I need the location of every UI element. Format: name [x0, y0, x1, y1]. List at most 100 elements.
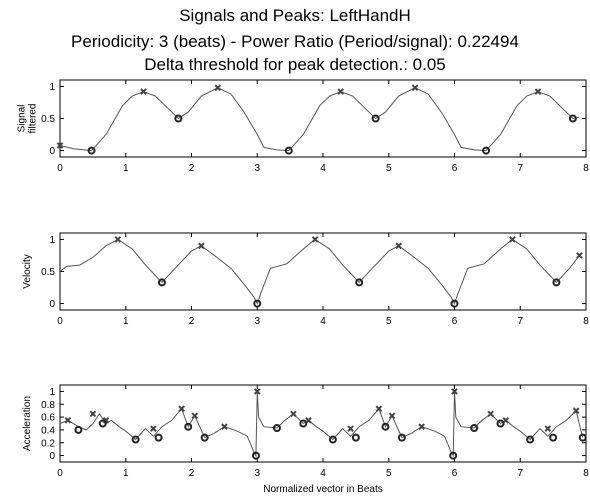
- peak-marker-2-11: [375, 405, 383, 413]
- y-axis-label-0-1: filtered: [28, 103, 39, 133]
- peak-marker-1-3: [395, 242, 402, 250]
- x-tick-label-0-3: 3: [254, 163, 260, 174]
- trough-marker-2-13: [449, 451, 458, 460]
- x-tick-label-1-3: 3: [254, 316, 260, 327]
- x-tick-label-1-4: 4: [320, 316, 326, 327]
- trough-marker-0-4: [482, 146, 491, 155]
- y-tick-label-1-2: 1: [49, 235, 55, 246]
- trough-marker-1-4: [552, 278, 561, 287]
- trough-marker-0-3: [371, 114, 380, 123]
- x-tick-label-1-6: 6: [452, 316, 458, 327]
- x-tick-label-0-1: 1: [123, 163, 129, 174]
- x-tick-label-1-7: 7: [517, 316, 523, 327]
- peak-marker-2-7: [253, 388, 261, 395]
- peak-marker-1-0: [114, 236, 122, 243]
- peak-marker-2-15: [487, 410, 494, 418]
- axes-frame-2: [59, 384, 587, 463]
- trough-marker-2-15: [496, 419, 505, 428]
- x-tick-label-0-2: 2: [189, 163, 195, 174]
- x-tick-label-0-5: 5: [386, 163, 392, 174]
- peak-marker-2-17: [544, 425, 552, 432]
- y-axis-label-0-0: Signal: [17, 105, 28, 133]
- trough-marker-1-1: [253, 299, 262, 308]
- chart-title-line-1: Signals and Peaks: LeftHandH: [179, 6, 411, 25]
- trough-marker-2-18: [578, 433, 587, 442]
- x-tick-label-1-1: 1: [123, 316, 129, 327]
- y-axis-label-2-0: Acceleration: [22, 396, 33, 451]
- y-tick-label-0-1: 0.5: [41, 114, 55, 125]
- x-tick-label-2-0: 0: [57, 468, 63, 479]
- trough-marker-2-2: [131, 435, 140, 444]
- y-tick-label-0-2: 1: [49, 82, 55, 93]
- chart-title-line-3: Delta threshold for peak detection.: 0.0…: [144, 55, 446, 74]
- peak-marker-2-5: [191, 412, 199, 420]
- peak-marker-1-2: [311, 236, 319, 243]
- peak-marker-2-2: [102, 416, 110, 424]
- peak-marker-2-4: [178, 405, 185, 413]
- peak-marker-2-12: [388, 412, 396, 420]
- peak-marker-2-1: [89, 410, 97, 418]
- x-tick-label-0-0: 0: [57, 163, 63, 174]
- peak-marker-2-9: [305, 416, 312, 424]
- peak-marker-1-5: [576, 252, 583, 259]
- trough-marker-2-10: [351, 433, 360, 442]
- y-tick-label-2-2: 0.4: [41, 425, 55, 436]
- trough-marker-2-4: [184, 422, 193, 431]
- series-line-2: [59, 391, 584, 458]
- trough-marker-2-7: [272, 423, 281, 432]
- x-tick-label-2-7: 7: [517, 468, 523, 479]
- peak-marker-2-3: [150, 425, 157, 432]
- peak-marker-0-2: [214, 84, 222, 92]
- y-tick-label-1-1: 0.5: [41, 267, 55, 278]
- x-tick-label-2-5: 5: [386, 468, 392, 479]
- trough-marker-2-6: [251, 451, 260, 460]
- x-tick-label-0-4: 4: [320, 163, 326, 174]
- trough-marker-2-5: [200, 433, 209, 442]
- peak-marker-2-0: [64, 416, 72, 424]
- trough-marker-2-0: [74, 425, 83, 434]
- x-tick-label-2-3: 3: [254, 468, 260, 479]
- trough-marker-1-2: [355, 278, 364, 287]
- x-tick-label-2-4: 4: [320, 468, 326, 479]
- axes-frame-1: [59, 232, 587, 311]
- trough-marker-0-0: [87, 146, 96, 155]
- trough-marker-2-1: [98, 419, 107, 428]
- trough-marker-0-2: [284, 146, 293, 155]
- y-tick-label-2-3: 0.6: [41, 413, 55, 424]
- peak-marker-2-16: [502, 416, 510, 424]
- peak-marker-0-4: [411, 84, 419, 92]
- axes-frame-0: [59, 79, 587, 158]
- chart-title-line-2: Periodicity: 3 (beats) - Power Ratio (Pe…: [71, 32, 519, 51]
- x-tick-label-0-7: 7: [517, 163, 523, 174]
- peak-marker-2-6: [221, 423, 228, 431]
- x-axis-label: Normalized vector in Beats: [263, 484, 383, 495]
- x-tick-label-2-8: 8: [583, 468, 589, 479]
- trough-marker-0-1: [174, 114, 183, 123]
- series-line-0: [59, 87, 580, 152]
- peak-marker-2-14: [451, 388, 458, 395]
- x-tick-label-1-5: 5: [386, 316, 392, 327]
- trough-marker-2-16: [526, 435, 535, 444]
- x-tick-label-2-2: 2: [189, 468, 195, 479]
- trough-marker-2-17: [549, 433, 558, 442]
- trough-marker-2-14: [470, 423, 479, 432]
- x-tick-label-1-8: 8: [583, 316, 589, 327]
- peak-marker-2-18: [572, 407, 580, 414]
- peak-marker-1-4: [509, 236, 516, 243]
- x-tick-label-2-6: 6: [452, 468, 458, 479]
- trough-marker-2-3: [154, 433, 163, 442]
- trough-marker-2-9: [328, 435, 337, 444]
- peak-marker-2-10: [347, 425, 354, 432]
- y-tick-label-2-1: 0.2: [41, 438, 55, 449]
- trough-marker-2-11: [381, 422, 390, 431]
- peak-marker-0-0: [56, 142, 64, 149]
- peak-marker-2-13: [418, 423, 425, 431]
- y-tick-label-1-0: 0: [49, 299, 55, 310]
- y-tick-label-2-5: 1: [49, 387, 55, 398]
- x-tick-label-1-0: 0: [57, 316, 63, 327]
- trough-marker-0-5: [568, 114, 577, 123]
- trough-marker-1-0: [157, 278, 166, 287]
- x-tick-label-1-2: 2: [189, 316, 195, 327]
- trough-marker-2-12: [397, 433, 406, 442]
- peak-marker-0-3: [337, 88, 345, 95]
